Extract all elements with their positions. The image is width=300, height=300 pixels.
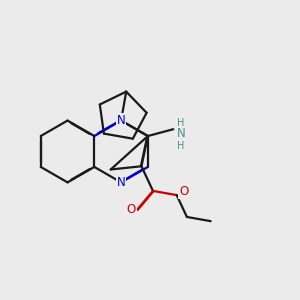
Text: N: N [117, 176, 125, 189]
Text: H: H [177, 141, 184, 151]
Text: O: O [179, 185, 188, 198]
Text: O: O [127, 203, 136, 216]
Text: N: N [177, 127, 185, 140]
Text: H: H [177, 118, 184, 128]
Text: N: N [117, 114, 125, 127]
